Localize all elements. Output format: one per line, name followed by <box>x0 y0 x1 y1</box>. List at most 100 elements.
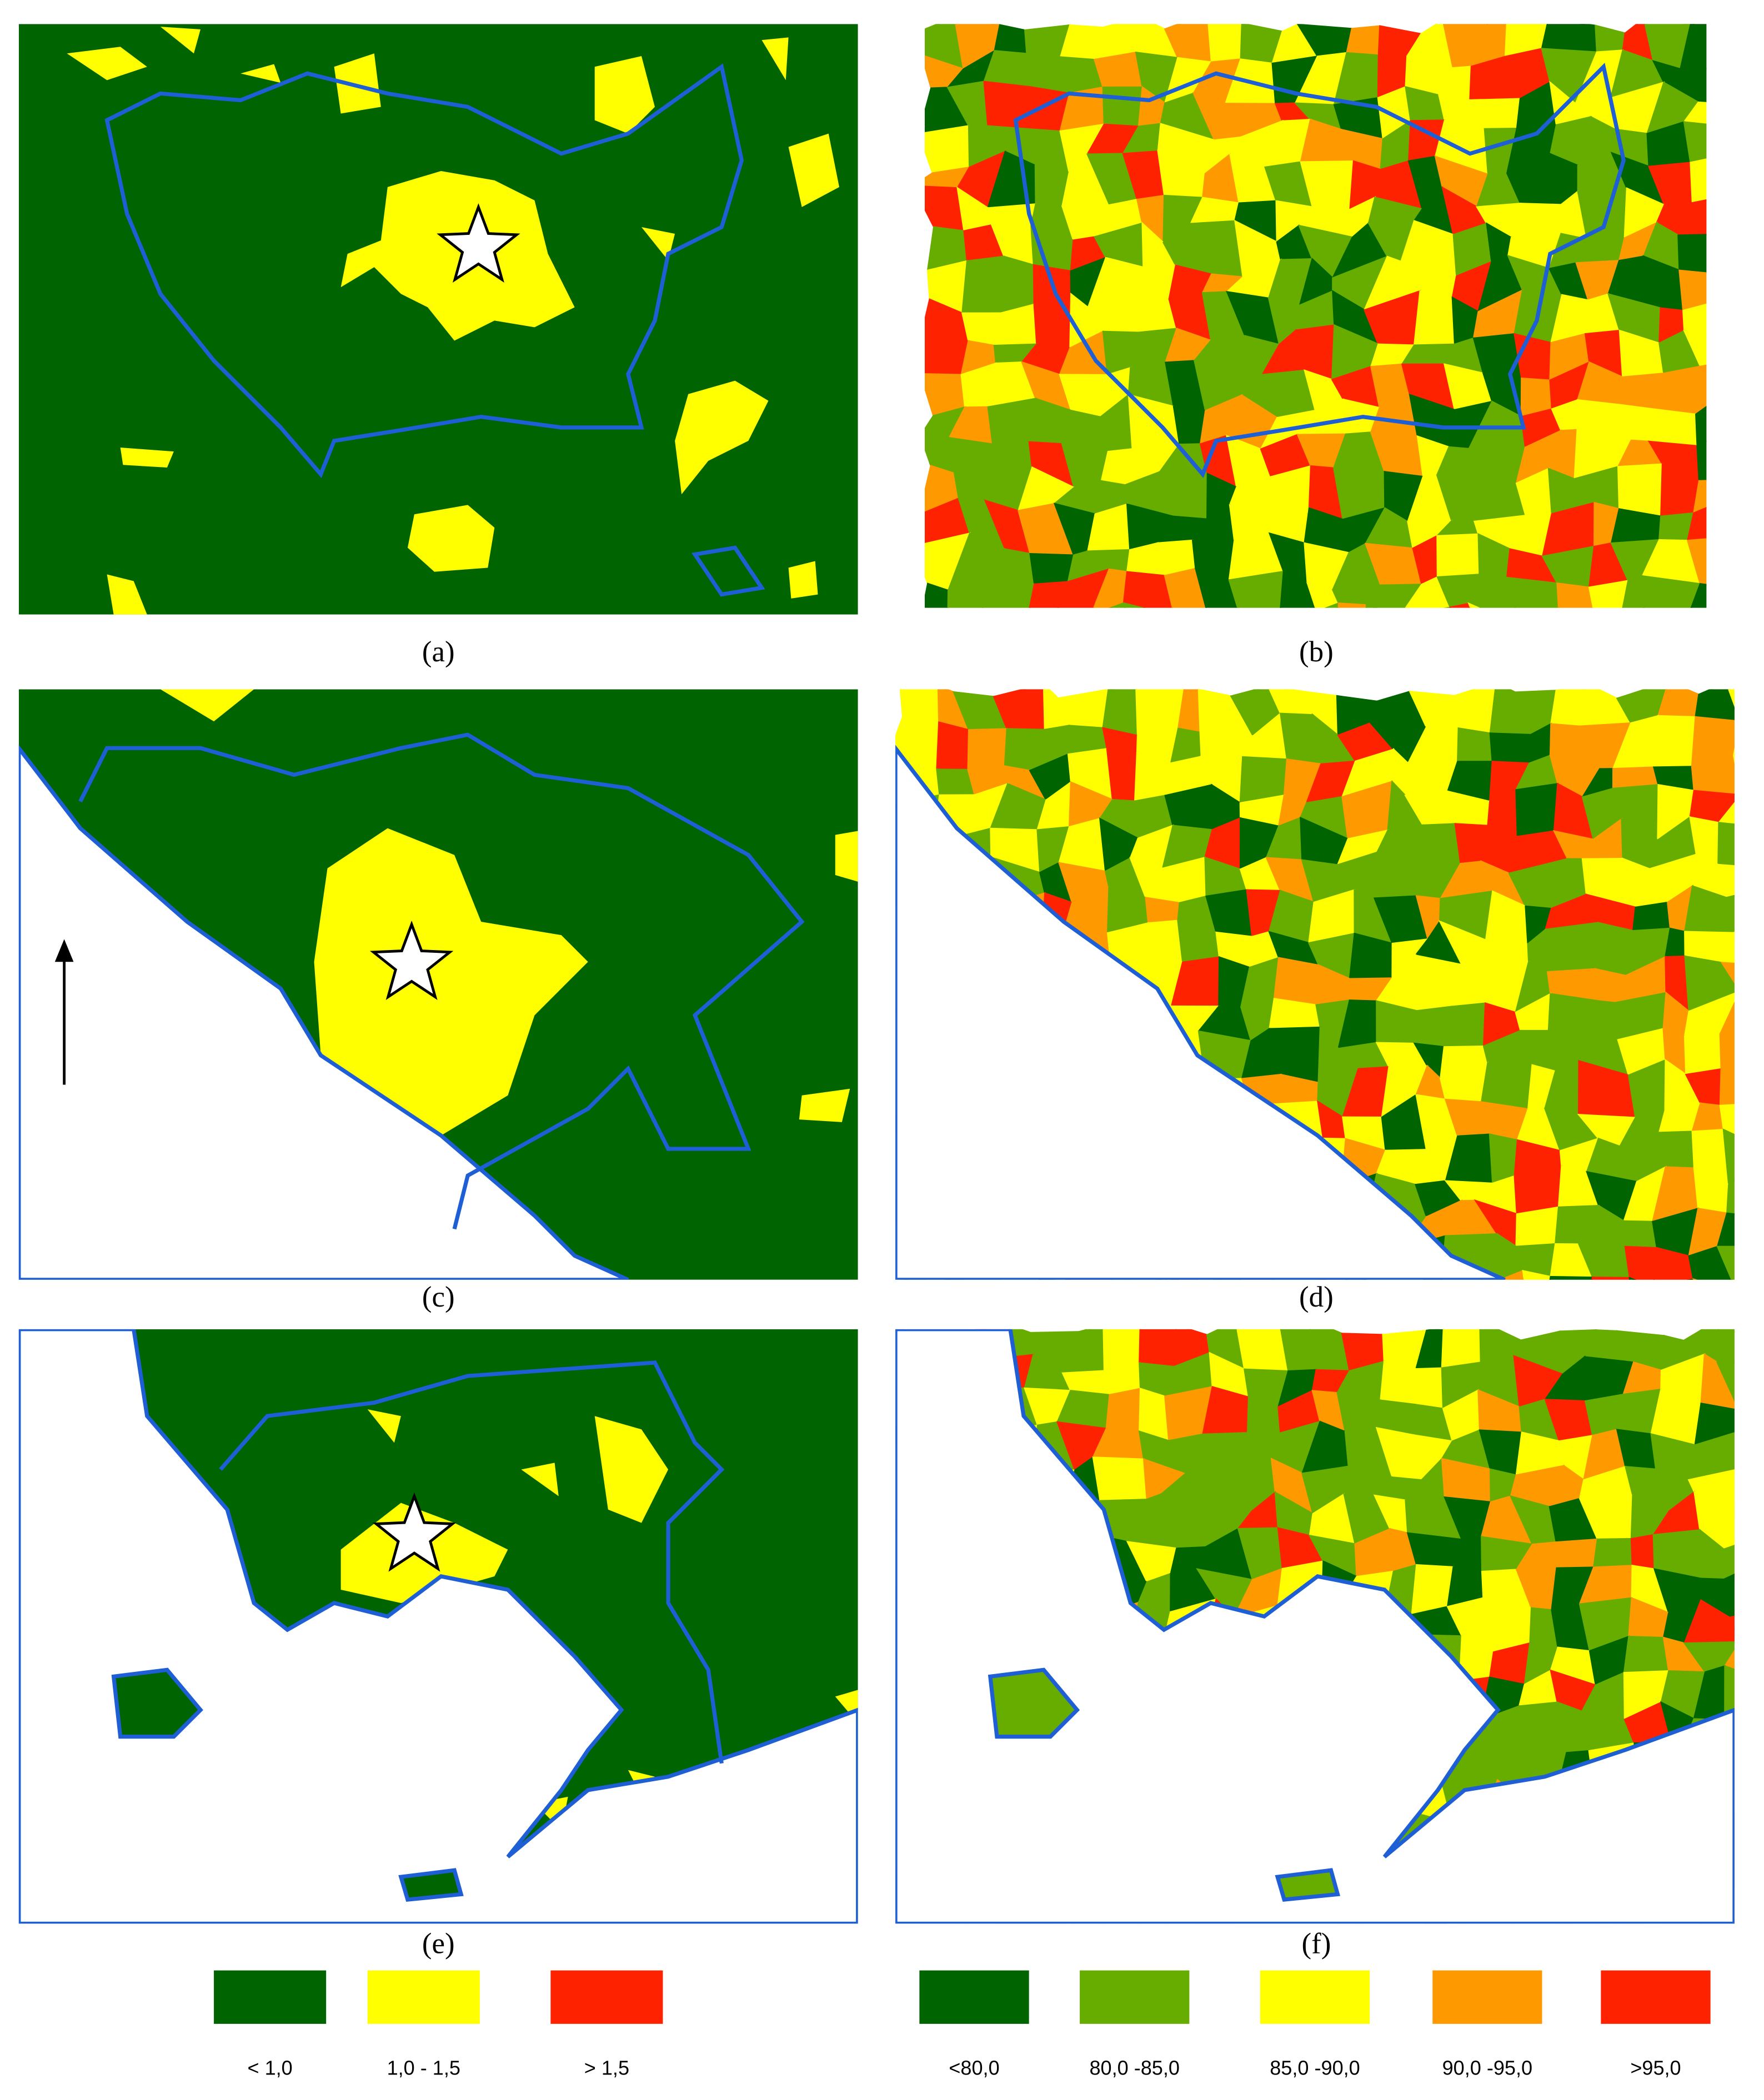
region <box>1727 338 1764 367</box>
region <box>1721 931 1735 964</box>
region <box>1718 615 1762 650</box>
region <box>1628 1277 1636 1280</box>
region <box>1690 583 1707 608</box>
region <box>994 24 1028 54</box>
region <box>1595 24 1626 53</box>
region <box>1728 1615 1735 1631</box>
region <box>989 1284 1043 1312</box>
star-marker <box>372 1492 457 1572</box>
panel-caption: (c) <box>422 1281 455 1313</box>
region <box>1686 538 1707 586</box>
region <box>1102 86 1144 127</box>
legend-swatch <box>550 1970 663 2024</box>
region <box>1760 1779 1764 1826</box>
legend-label: 85,0 -90,0 <box>1270 2056 1360 2079</box>
region <box>1758 1043 1764 1063</box>
region <box>1166 616 1210 657</box>
region <box>1506 576 1560 608</box>
region <box>1732 755 1735 764</box>
region <box>1549 1275 1593 1280</box>
region <box>1726 895 1735 934</box>
region <box>1723 1649 1735 1670</box>
region <box>1722 1128 1735 1186</box>
region <box>1509 1927 1560 1958</box>
region <box>1581 617 1621 660</box>
region <box>1714 360 1761 404</box>
region <box>1029 581 1069 608</box>
region <box>1720 962 1735 984</box>
region <box>1732 747 1735 756</box>
region <box>1682 303 1707 335</box>
region <box>1724 1665 1735 1721</box>
region <box>1712 480 1764 512</box>
region <box>967 728 1008 771</box>
region <box>1716 1212 1735 1248</box>
region <box>1727 297 1764 338</box>
region <box>1241 612 1280 648</box>
region <box>1027 1950 1065 1992</box>
region <box>1687 1278 1695 1280</box>
region <box>1733 68 1764 104</box>
region <box>1692 1278 1698 1280</box>
region <box>1544 620 1595 652</box>
region <box>1556 582 1594 608</box>
region <box>1436 533 1480 578</box>
region <box>1682 101 1707 125</box>
region <box>1280 570 1316 608</box>
legend-swatch <box>1260 1970 1370 2024</box>
region <box>1365 584 1424 608</box>
region <box>1164 567 1207 608</box>
region <box>981 569 1035 608</box>
region <box>1679 68 1707 104</box>
region <box>983 612 1041 654</box>
region <box>1722 1512 1735 1550</box>
region <box>1480 1062 1533 1110</box>
region <box>1445 1918 1464 1924</box>
region <box>1139 1329 1177 1368</box>
region <box>1679 24 1707 70</box>
region <box>1723 1545 1735 1581</box>
region <box>1195 1275 1221 1280</box>
region <box>1756 1247 1764 1285</box>
legend-label: 1,0 - 1,5 <box>387 2056 460 2079</box>
region <box>1718 1945 1760 1998</box>
legend-swatch <box>367 1970 480 2024</box>
region <box>1000 255 1035 314</box>
region <box>1756 1640 1764 1677</box>
region <box>1641 575 1701 608</box>
region <box>1520 622 1560 652</box>
region <box>1757 964 1764 1003</box>
region <box>1712 505 1764 538</box>
region <box>924 185 965 232</box>
region <box>1642 406 1698 447</box>
region <box>1756 1670 1764 1712</box>
region <box>1717 226 1764 275</box>
region <box>1719 1065 1735 1107</box>
region <box>1695 406 1707 447</box>
region <box>983 81 1039 130</box>
region <box>1687 1469 1735 1510</box>
region <box>1696 440 1707 482</box>
region <box>924 125 970 174</box>
panel-caption: (a) <box>422 636 455 668</box>
region <box>1171 1275 1198 1280</box>
region <box>1476 1928 1513 1951</box>
panel-caption: (b) <box>1299 636 1334 668</box>
region <box>1489 732 1532 764</box>
region <box>1683 121 1707 164</box>
region <box>1207 24 1243 63</box>
region <box>1102 689 1139 737</box>
region <box>1140 920 1184 963</box>
legend-label: 90,0 -95,0 <box>1442 2056 1532 2079</box>
region <box>1719 1033 1735 1070</box>
region <box>1737 1431 1764 1469</box>
region <box>1761 827 1764 868</box>
region <box>1324 602 1340 608</box>
map-a <box>18 24 858 615</box>
region <box>924 582 949 608</box>
region <box>1716 1329 1735 1364</box>
region <box>1029 612 1055 642</box>
region <box>1030 1918 1054 1924</box>
region <box>1591 1277 1631 1280</box>
star-marker <box>437 203 520 283</box>
